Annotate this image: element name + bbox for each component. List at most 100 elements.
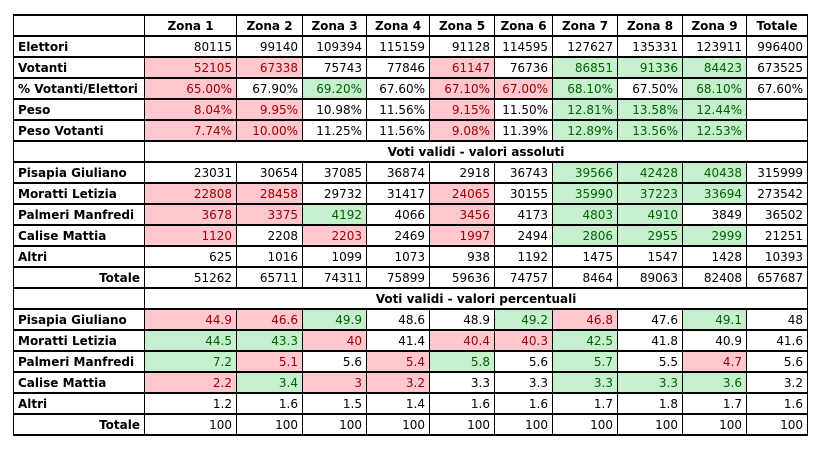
data-cell: 84423 (682, 56, 747, 79)
column-header: Zona 5 (429, 14, 495, 37)
row-label: Totale (13, 413, 145, 436)
data-cell: 74311 (302, 266, 367, 289)
data-cell: 49.1 (682, 308, 747, 331)
table-row: Totale 100 100 100 100 100 100 100 100 100 100 (13, 413, 808, 436)
data-cell: 74757 (494, 266, 553, 289)
table-row: Votanti 52105 67338 75743 77846 61147 76736 868… (13, 56, 808, 79)
data-cell: 1547 (617, 245, 683, 268)
data-cell: 100 (617, 413, 683, 436)
data-cell: 5.6 (302, 350, 367, 373)
data-cell: 2469 (366, 224, 430, 247)
data-cell: 49.2 (494, 308, 553, 331)
data-cell: 13.58% (617, 98, 683, 121)
data-cell: 2208 (236, 224, 303, 247)
data-cell: 3.2 (746, 371, 808, 394)
row-label: Altri (13, 392, 145, 415)
data-cell: 65.00% (144, 77, 237, 100)
row-label: Palmeri Manfredi (13, 203, 145, 226)
data-cell: 46.8 (552, 308, 618, 331)
data-cell: 68.10% (552, 77, 618, 100)
data-cell: 3678 (144, 203, 237, 226)
column-header: Zona 2 (236, 14, 303, 37)
data-cell: 938 (429, 245, 495, 268)
data-cell: 86851 (552, 56, 618, 79)
section-label-spacer (13, 287, 145, 310)
table-row: Totale 51262 65711 74311 75899 59636 74757 8464… (13, 266, 808, 289)
data-cell: 11.50% (494, 98, 553, 121)
data-cell: 996400 (746, 35, 808, 58)
data-cell: 22808 (144, 182, 237, 205)
data-cell: 1.4 (366, 392, 430, 415)
row-label: Pisapia Giuliano (13, 161, 145, 184)
data-cell: 100 (746, 413, 808, 436)
row-label: Palmeri Manfredi (13, 350, 145, 373)
data-cell: 4066 (366, 203, 430, 226)
data-cell: 1.6 (746, 392, 808, 415)
data-cell: 48.6 (366, 308, 430, 331)
data-cell: 61147 (429, 56, 495, 79)
data-cell: 315999 (746, 161, 808, 184)
data-cell: 3.3 (617, 371, 683, 394)
data-cell: 42.5 (552, 329, 618, 352)
data-cell: 3375 (236, 203, 303, 226)
data-cell: 37223 (617, 182, 683, 205)
data-cell: 46.6 (236, 308, 303, 331)
data-cell: 100 (429, 413, 495, 436)
data-cell: 1475 (552, 245, 618, 268)
data-cell: 4910 (617, 203, 683, 226)
table-row: Moratti Letizia 44.5 43.3 40 41.4 40.4 40.3 42.… (13, 329, 808, 352)
column-header: Zona 9 (682, 14, 747, 37)
table-row: Calise Mattia 2.2 3.4 3 3.2 3.3 3.3 3.3 3.3 3.6 3.… (13, 371, 808, 394)
data-cell: 21251 (746, 224, 808, 247)
data-cell: 3456 (429, 203, 495, 226)
data-cell: 2494 (494, 224, 553, 247)
data-cell: 12.89% (552, 119, 618, 142)
data-cell: 100 (494, 413, 553, 436)
data-cell: 30155 (494, 182, 553, 205)
row-label: Totale (13, 266, 145, 289)
data-cell: 48 (746, 308, 808, 331)
data-cell: 52105 (144, 56, 237, 79)
data-cell: 7.74% (144, 119, 237, 142)
data-cell: 1.6 (494, 392, 553, 415)
table-row: % Votanti/Elettori 65.00% 67.90% 69.20% 67.6… (13, 77, 808, 100)
data-cell: 8464 (552, 266, 618, 289)
data-cell: 1.2 (144, 392, 237, 415)
data-cell: 40.3 (494, 329, 553, 352)
corner-header-cell (13, 14, 145, 37)
data-cell: 76736 (494, 56, 553, 79)
data-cell: 75899 (366, 266, 430, 289)
data-cell: 10.00% (236, 119, 303, 142)
data-cell: 68.10% (682, 77, 747, 100)
data-cell: 77846 (366, 56, 430, 79)
data-cell: 3.6 (682, 371, 747, 394)
data-cell: 11.56% (366, 119, 430, 142)
column-header: Zona 6 (494, 14, 553, 37)
data-cell: 5.5 (617, 350, 683, 373)
data-cell: 9.95% (236, 98, 303, 121)
data-cell: 51262 (144, 266, 237, 289)
data-cell: 91128 (429, 35, 495, 58)
data-cell: 67.90% (236, 77, 303, 100)
data-cell: 115159 (366, 35, 430, 58)
table-row: Peso Votanti 7.74% 10.00% 11.25% 11.56% 9.08%… (13, 119, 808, 142)
section-title: Voti validi - valori assoluti (144, 140, 808, 163)
data-cell: 11.25% (302, 119, 367, 142)
data-cell (746, 119, 808, 142)
table-row: Palmeri Manfredi 3678 3375 4192 4066 3456 4173… (13, 203, 808, 226)
data-cell: 67.50% (617, 77, 683, 100)
data-cell: 100 (682, 413, 747, 436)
data-cell: 12.81% (552, 98, 618, 121)
section-header-row: Voti validi - valori percentuali (13, 287, 808, 310)
data-cell: 24065 (429, 182, 495, 205)
data-cell: 89063 (617, 266, 683, 289)
data-cell: 13.56% (617, 119, 683, 142)
data-cell: 4.7 (682, 350, 747, 373)
column-header: Zona 1 (144, 14, 237, 37)
data-cell: 42428 (617, 161, 683, 184)
data-cell: 1.7 (552, 392, 618, 415)
data-cell: 99140 (236, 35, 303, 58)
data-cell: 80115 (144, 35, 237, 58)
data-cell: 4192 (302, 203, 367, 226)
data-cell: 1428 (682, 245, 747, 268)
